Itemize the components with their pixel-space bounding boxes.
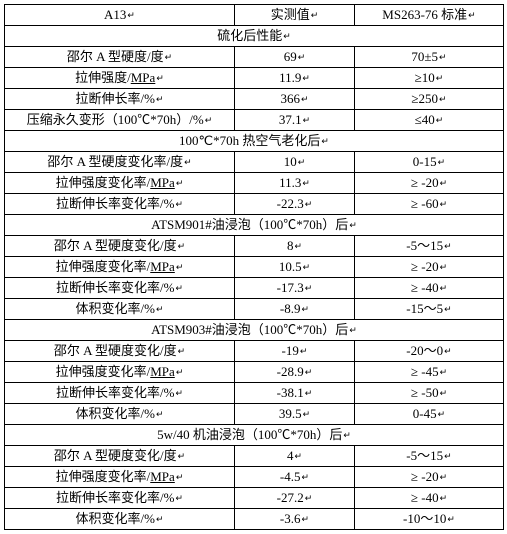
section-title: 硫化后性能 [5,26,504,47]
row-value: -28.9 [235,362,355,383]
row-value: -3.6 [235,509,355,530]
table-row: 拉伸强度变化率/MPa10.5≥ -20 [5,257,504,278]
row-standard: ≥250 [355,89,504,110]
row-label: 拉断伸长率变化率/% [5,194,235,215]
row-standard: ≥ -20 [355,467,504,488]
row-value: 37.1 [235,110,355,131]
row-value: -19 [235,341,355,362]
row-standard: ≥ -40 [355,488,504,509]
row-label: 拉伸强度变化率/MPa [5,173,235,194]
row-standard: -20～0 [355,341,504,362]
row-standard: ≥10 [355,68,504,89]
row-value: 10.5 [235,257,355,278]
section-header-row: 100℃*70h 热空气老化后 [5,131,504,152]
table-row: 拉伸强度变化率/MPa-28.9≥ -45 [5,362,504,383]
row-value: -22.3 [235,194,355,215]
row-standard: -5～15 [355,446,504,467]
table-row: 拉断伸长率变化率/%-38.1≥ -50 [5,383,504,404]
row-standard: ≥ -45 [355,362,504,383]
row-label: 拉伸强度/MPa [5,68,235,89]
section-title: 100℃*70h 热空气老化后 [5,131,504,152]
row-standard: 0-15 [355,152,504,173]
table-row: 体积变化率/%-8.9-15～5 [5,299,504,320]
row-label: 体积变化率/% [5,509,235,530]
section-header-row: 硫化后性能 [5,26,504,47]
row-label: 邵尔 A 型硬度变化率/度 [5,152,235,173]
row-standard: ≥ -50 [355,383,504,404]
row-value: 10 [235,152,355,173]
row-standard: -15～5 [355,299,504,320]
table-row: 体积变化率/%-3.6-10～10 [5,509,504,530]
row-label: 拉断伸长率变化率/% [5,488,235,509]
table-row: 邵尔 A 型硬度变化/度-19-20～0 [5,341,504,362]
row-standard: ≥ -40 [355,278,504,299]
table-header-row: A13实测值MS263-76 标准 [5,5,504,26]
row-label: 拉伸强度变化率/MPa [5,257,235,278]
row-label: 体积变化率/% [5,299,235,320]
row-standard: ≥ -60 [355,194,504,215]
row-label: 邵尔 A 型硬度变化/度 [5,236,235,257]
header-col-2: 实测值 [235,5,355,26]
row-label: 拉伸强度变化率/MPa [5,467,235,488]
row-standard: ≥ -20 [355,257,504,278]
table-row: 体积变化率/%39.50-45 [5,404,504,425]
row-label: 拉断伸长率/% [5,89,235,110]
table-row: 邵尔 A 型硬度变化率/度100-15 [5,152,504,173]
header-col-1: A13 [5,5,235,26]
row-value: 11.3 [235,173,355,194]
row-value: 69 [235,47,355,68]
row-value: 366 [235,89,355,110]
row-value: -4.5 [235,467,355,488]
row-standard: -5～15 [355,236,504,257]
row-label: 拉断伸长率变化率/% [5,383,235,404]
row-label: 拉伸强度变化率/MPa [5,362,235,383]
row-standard: ≤40 [355,110,504,131]
table-row: 压缩永久变形（100℃*70h）/%37.1≤40 [5,110,504,131]
section-title: ATSM901#油浸泡（100℃*70h）后 [5,215,504,236]
table-row: 拉断伸长率/%366≥250 [5,89,504,110]
row-standard: 70±5 [355,47,504,68]
table-row: 邵尔 A 型硬度变化/度4-5～15 [5,446,504,467]
row-value: 11.9 [235,68,355,89]
section-header-row: 5w/40 机油浸泡（100℃*70h）后 [5,425,504,446]
row-value: -8.9 [235,299,355,320]
row-value: 39.5 [235,404,355,425]
row-value: -17.3 [235,278,355,299]
row-standard: 0-45 [355,404,504,425]
row-label: 邵尔 A 型硬度变化/度 [5,446,235,467]
row-standard: -10～10 [355,509,504,530]
table-row: 拉伸强度变化率/MPa11.3≥ -20 [5,173,504,194]
row-label: 体积变化率/% [5,404,235,425]
row-label: 压缩永久变形（100℃*70h）/% [5,110,235,131]
table-row: 拉伸强度变化率/MPa-4.5≥ -20 [5,467,504,488]
section-title: ATSM903#油浸泡（100℃*70h）后 [5,320,504,341]
row-label: 邵尔 A 型硬度/度 [5,47,235,68]
row-value: -38.1 [235,383,355,404]
row-value: 4 [235,446,355,467]
table-row: 拉断伸长率变化率/%-22.3≥ -60 [5,194,504,215]
row-standard: ≥ -20 [355,173,504,194]
row-value: -27.2 [235,488,355,509]
table-row: 拉断伸长率变化率/%-27.2≥ -40 [5,488,504,509]
header-col-3: MS263-76 标准 [355,5,504,26]
section-header-row: ATSM903#油浸泡（100℃*70h）后 [5,320,504,341]
table-row: 拉伸强度/MPa11.9≥10 [5,68,504,89]
data-table: A13实测值MS263-76 标准硫化后性能邵尔 A 型硬度/度6970±5拉伸… [4,4,504,530]
section-title: 5w/40 机油浸泡（100℃*70h）后 [5,425,504,446]
section-header-row: ATSM901#油浸泡（100℃*70h）后 [5,215,504,236]
row-label: 拉断伸长率变化率/% [5,278,235,299]
table-row: 邵尔 A 型硬度/度6970±5 [5,47,504,68]
row-value: 8 [235,236,355,257]
table-row: 拉断伸长率变化率/%-17.3≥ -40 [5,278,504,299]
row-label: 邵尔 A 型硬度变化/度 [5,341,235,362]
table-row: 邵尔 A 型硬度变化/度8-5～15 [5,236,504,257]
